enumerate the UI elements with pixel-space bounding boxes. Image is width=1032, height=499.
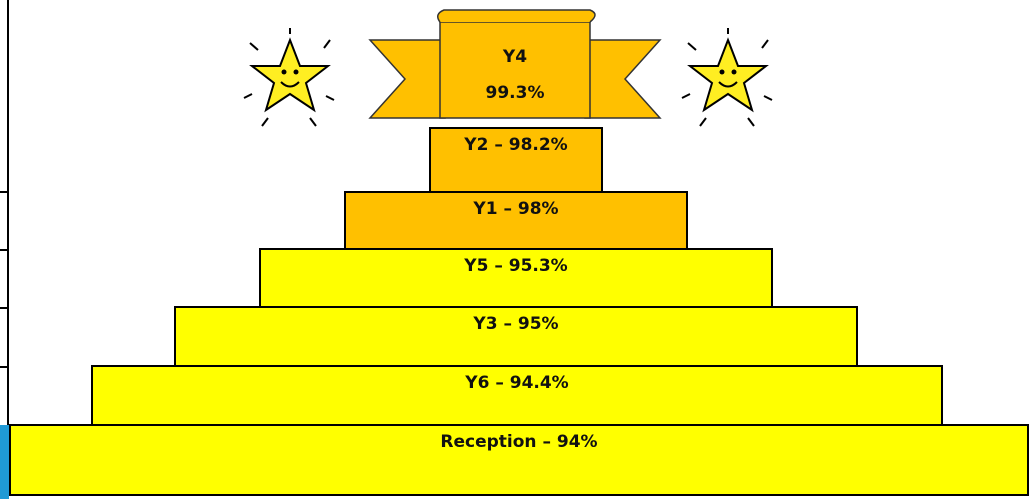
tier-label: Y5 – 95.3%	[463, 256, 567, 276]
banner: Y4 99.3%	[370, 10, 660, 118]
side-ticks	[0, 192, 8, 367]
tier-label: Reception – 94%	[440, 432, 597, 452]
page: Y2 – 98.2% Y1 – 98% Y5 – 95.3% Y3 – 95% Y6 –…	[0, 0, 1032, 499]
tier-label: Y6 – 94.4%	[464, 373, 568, 393]
star-right	[682, 28, 772, 126]
pyramid: Y2 – 98.2% Y1 – 98% Y5 – 95.3% Y3 – 95% Y6 –…	[10, 128, 1028, 495]
banner-line1: Y4	[502, 47, 527, 67]
side-block	[0, 425, 9, 499]
diagram: Y2 – 98.2% Y1 – 98% Y5 – 95.3% Y3 – 95% Y6 –…	[0, 0, 1032, 499]
banner-line2: 99.3%	[486, 83, 545, 103]
tier-label: Y2 – 98.2%	[463, 135, 567, 155]
tier-label: Y3 – 95%	[472, 314, 558, 334]
tier-label: Y1 – 98%	[472, 199, 558, 219]
star-left	[244, 28, 334, 126]
